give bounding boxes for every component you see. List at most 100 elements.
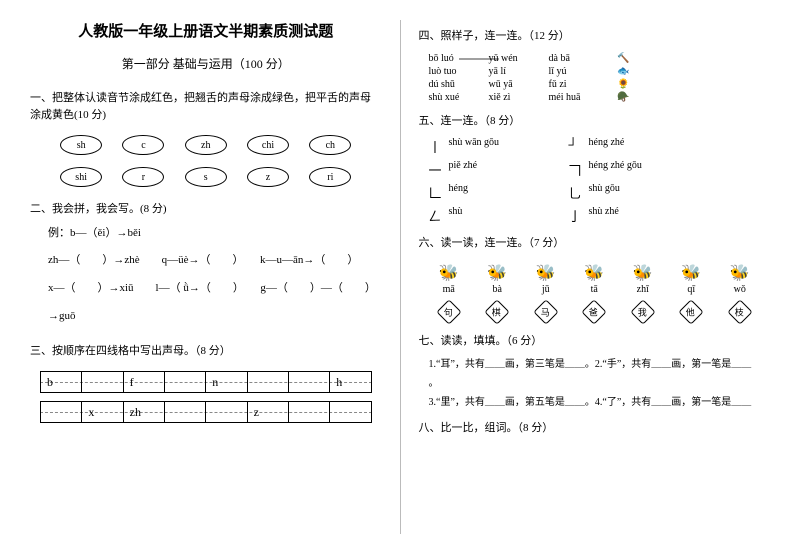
flower-icon: 🌻	[609, 79, 639, 90]
grid-cell: f	[123, 372, 164, 392]
grid-cell	[164, 372, 205, 392]
q2-head: 二、我会拼，我会写。(8 分)	[30, 201, 382, 218]
pin: luò	[429, 66, 442, 77]
grid-cell	[40, 402, 81, 422]
char-tile: 枝	[727, 299, 752, 324]
bee-icon: 🐝	[438, 262, 460, 284]
char-tile: 句	[436, 299, 461, 324]
pin: shū	[441, 79, 455, 90]
grid-cell	[247, 372, 288, 392]
q3-head: 三、按顺序在四线格中写出声母。（8 分）	[30, 343, 382, 360]
stroke-glyph: 丨	[429, 137, 449, 156]
q7-head: 七、读读，填填。（6 分）	[419, 333, 771, 350]
q2-line1: zh—（ ）→zhè q—üè→（ ） k—u—ān→（ ）	[48, 251, 382, 271]
oval: ri	[309, 167, 351, 187]
pin: shù gōu	[589, 183, 679, 202]
pin: mā	[438, 284, 460, 295]
pin: dà bā	[549, 53, 609, 64]
q3-grid: b f n h x zh z	[40, 371, 372, 423]
oval: sh	[60, 135, 102, 155]
stroke-glyph: 一	[429, 160, 449, 179]
pin: xué	[445, 92, 459, 103]
section-subtitle: 第一部分 基础与运用（100 分）	[30, 55, 382, 72]
grid-row: b f n h	[40, 371, 372, 393]
bee-icon: 🐝	[583, 262, 605, 284]
pin: tā	[583, 284, 605, 295]
stroke-glyph: 𠃊	[429, 183, 449, 202]
grid-cell: x	[81, 402, 122, 422]
grid-cell	[288, 402, 329, 422]
stroke-glyph: 𠃋	[429, 206, 449, 225]
pin: méi huā	[549, 92, 609, 103]
q2-line3: →guō	[48, 307, 382, 327]
char-tile: 马	[533, 299, 558, 324]
q7-line2: 3.“里”，共有＿＿画，第五笔是＿＿。4.“了”，共有＿＿画，第一笔是＿＿	[429, 393, 771, 412]
pin: tuo	[444, 66, 457, 77]
pin: jū	[535, 284, 557, 295]
fish-icon: 🐟	[609, 66, 639, 77]
grid-cell	[81, 372, 122, 392]
oval: chi	[247, 135, 289, 155]
oval: s	[185, 167, 227, 187]
oval: r	[122, 167, 164, 187]
grid-cell	[288, 372, 329, 392]
stroke-glyph: ┘	[569, 137, 589, 156]
oval: z	[247, 167, 289, 187]
bee-icon: 🐝	[486, 262, 508, 284]
q2-example: 例：b—（ěi）→běi	[48, 224, 382, 244]
q7-dot: 。	[429, 374, 771, 393]
q6-head: 六、读一读，连一连。（7 分）	[419, 235, 771, 252]
pin: héng zhé	[589, 137, 679, 156]
stroke-row: 一 piě zhé 𠃍 héng zhé gōu	[429, 160, 761, 179]
grid-cell: z	[247, 402, 288, 422]
q4-head: 四、照样子，连一连。（12 分）	[419, 28, 771, 45]
pin: héng zhé gōu	[589, 160, 679, 179]
helmet-icon: 🪖	[609, 92, 639, 103]
page-title: 人教版一年级上册语文半期素质测试题	[30, 20, 382, 41]
q7-line1: 1.“耳”，共有＿＿画，第三笔是＿＿。2.“手”，共有＿＿画，第一笔是＿＿	[429, 355, 771, 374]
pin: wǒ	[729, 284, 751, 295]
stroke-glyph: 乚	[569, 183, 589, 202]
pin: shù	[429, 92, 443, 103]
oval: zh	[185, 135, 227, 155]
char-tile: 他	[679, 299, 704, 324]
oval: c	[122, 135, 164, 155]
grid-cell: b	[40, 372, 81, 392]
char-tile: 我	[630, 299, 655, 324]
stroke-glyph: 𠃍	[569, 160, 589, 179]
oval: ch	[309, 135, 351, 155]
pin: bà	[486, 284, 508, 295]
grid-cell: h	[329, 372, 371, 392]
char-tile: 棋	[485, 299, 510, 324]
q1-row2: shi r s z ri	[50, 167, 362, 187]
pin: dú	[429, 79, 439, 90]
bee-icon: 🐝	[632, 262, 654, 284]
pin: piě zhé	[449, 160, 569, 179]
grid-cell: zh	[123, 402, 164, 422]
right-column: 四、照样子，连一连。（12 分） bō luó yǔ wén dà bā 🔨 l…	[400, 20, 771, 534]
pin: shù zhé	[589, 206, 679, 225]
pin: héng	[449, 183, 569, 202]
pin: shù wān gōu	[449, 137, 569, 156]
grid-row: x zh z	[40, 401, 372, 423]
q6-chars: 句 棋 马 爸 我 他 枝	[425, 303, 765, 321]
stroke-row: 𠃊 héng 乚 shù gōu	[429, 183, 761, 202]
stroke-glyph: 亅	[569, 206, 589, 225]
q1-row1: sh c zh chi ch	[50, 135, 362, 155]
grid-cell	[329, 402, 371, 422]
pin: fǔ zi	[549, 79, 609, 90]
bee-icon: 🐝	[729, 262, 751, 284]
q2-line2: x—（ ）→xiū l—（ ǜ→（ ） g—（ ）—（ ）	[48, 279, 382, 299]
q8-head: 八、比一比，组词。（8 分）	[419, 420, 771, 437]
oval: shi	[60, 167, 102, 187]
grid-cell: n	[205, 372, 246, 392]
grid-cell	[205, 402, 246, 422]
pin: lǐ yú	[549, 66, 609, 77]
pin: bō	[429, 53, 439, 64]
pin: qī	[680, 284, 702, 295]
pin: shù	[449, 206, 569, 225]
stroke-row: 丨 shù wān gōu ┘ héng zhé	[429, 137, 761, 156]
q6-images: 🐝mā 🐝bà 🐝jū 🐝tā 🐝zhī 🐝qī 🐝wǒ	[425, 262, 765, 295]
stroke-row: 𠃋 shù 亅 shù zhé	[429, 206, 761, 225]
axe-icon: 🔨	[609, 53, 639, 64]
